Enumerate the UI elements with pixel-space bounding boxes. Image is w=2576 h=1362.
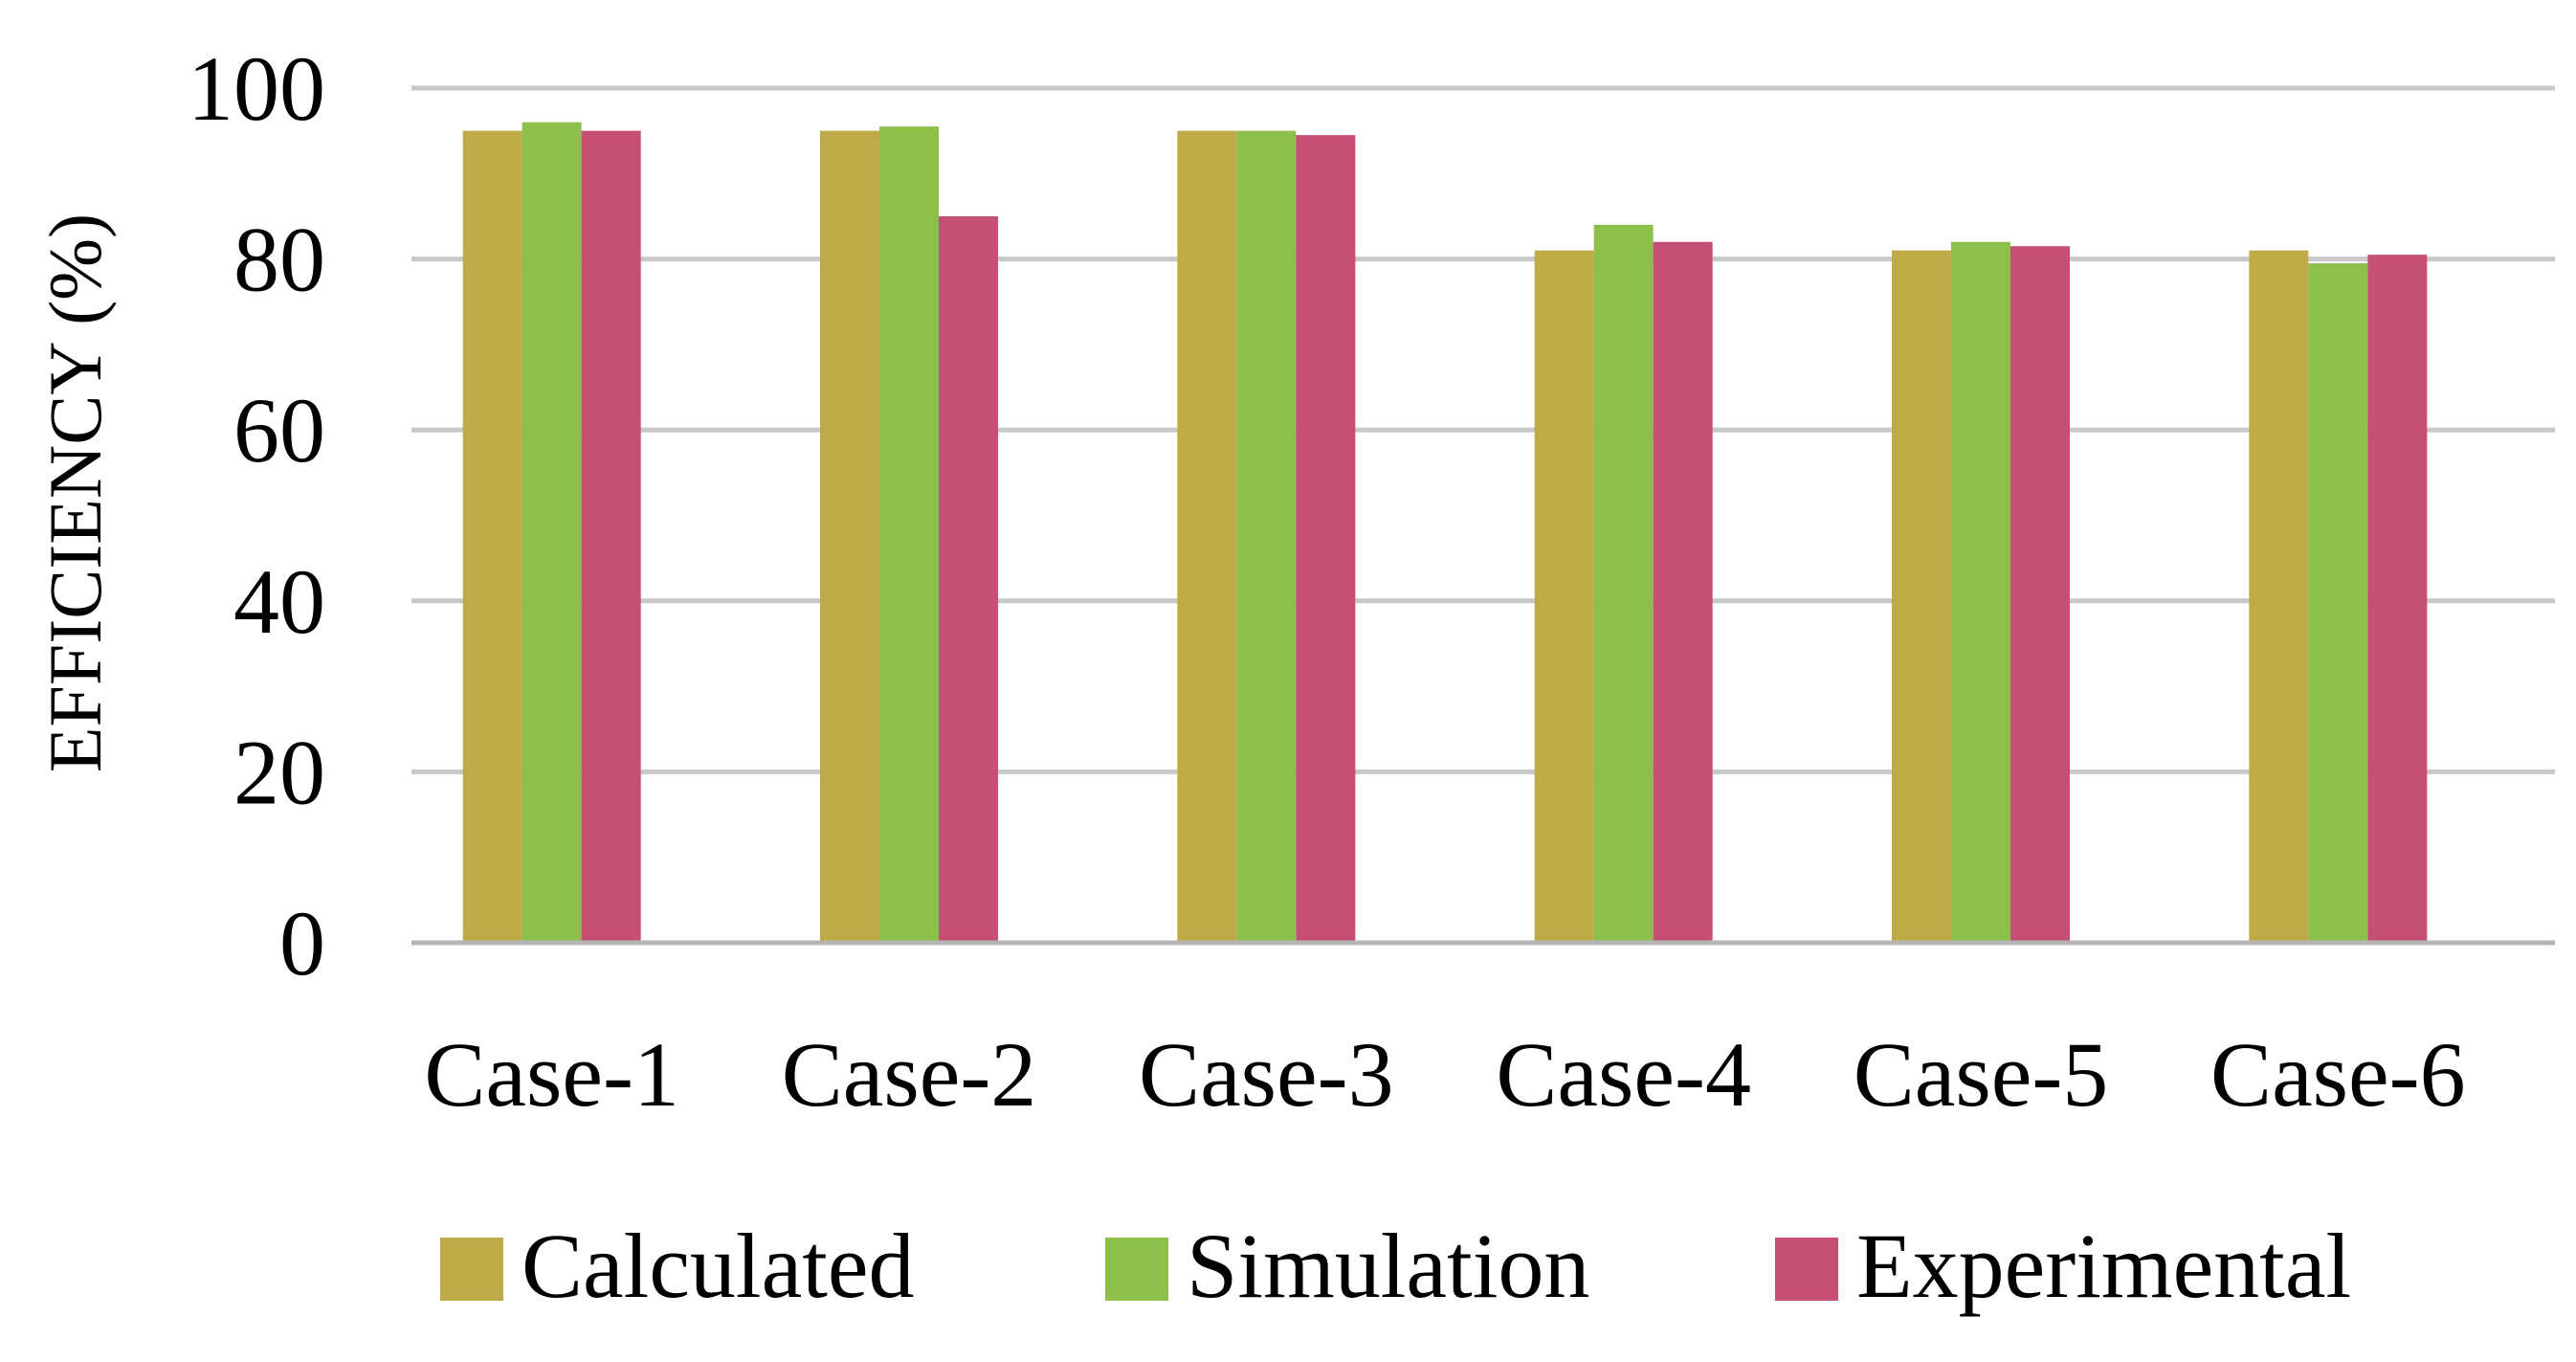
y-tick-label-80: 80 [233, 209, 325, 311]
y-tick-label-20: 20 [233, 721, 325, 823]
y-tick-label-100: 100 [188, 37, 325, 140]
bar-simulation-case-1 [522, 122, 582, 944]
bar-calculated-case-3 [1177, 130, 1237, 943]
bar-experimental-case-6 [2367, 255, 2428, 943]
y-tick-label-60: 60 [233, 379, 325, 481]
bar-experimental-case-5 [2010, 246, 2070, 944]
legend: Calculated Simulation Experimental [440, 1215, 2351, 1317]
legend-label-simulation: Simulation [1187, 1215, 1589, 1317]
gridlines [411, 85, 2555, 774]
bar-simulation-case-4 [1593, 224, 1654, 943]
y-tick-label-0: 0 [279, 892, 325, 994]
x-tick-label-case-2: Case-2 [782, 1023, 1037, 1126]
y-axis-title: EFFICIENCY (%) [33, 213, 117, 772]
bar-simulation-case-2 [879, 126, 939, 943]
legend-swatch-experimental [1775, 1238, 1838, 1301]
bars [462, 122, 2428, 944]
x-tick-label-case-6: Case-6 [2210, 1023, 2466, 1126]
bar-calculated-case-1 [462, 130, 522, 943]
x-tick-label-case-1: Case-1 [424, 1023, 679, 1126]
legend-label-calculated: Calculated [522, 1215, 914, 1317]
bar-experimental-case-4 [1653, 241, 1713, 944]
bar-simulation-case-5 [1951, 241, 2010, 944]
x-tick-label-case-5: Case-5 [1854, 1023, 2109, 1126]
x-tick-label-case-3: Case-3 [1139, 1023, 1394, 1126]
y-tick-label-40: 40 [233, 550, 325, 653]
bar-experimental-case-2 [939, 215, 998, 943]
bar-experimental-case-1 [581, 130, 641, 943]
legend-swatch-calculated [440, 1238, 503, 1301]
bar-simulation-case-6 [2308, 263, 2368, 943]
x-tick-labels: Case-1 Case-2 Case-3 Case-4 Case-5 Case-6 [424, 1023, 2465, 1126]
bar-experimental-case-3 [1296, 135, 1356, 944]
legend-label-experimental: Experimental [1856, 1215, 2351, 1317]
x-tick-label-case-4: Case-4 [1496, 1023, 1751, 1126]
bar-simulation-case-3 [1236, 130, 1297, 943]
bar-calculated-case-4 [1534, 250, 1594, 943]
y-tick-labels: 0 20 40 60 80 100 [188, 37, 325, 994]
bar-calculated-case-2 [820, 130, 879, 943]
legend-swatch-simulation [1105, 1238, 1168, 1301]
bar-calculated-case-6 [2249, 250, 2309, 943]
bar-calculated-case-5 [1892, 250, 1951, 943]
